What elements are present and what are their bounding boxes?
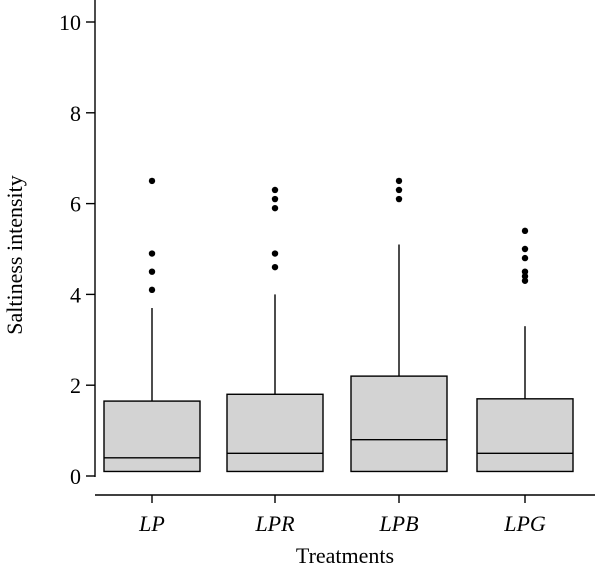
boxes [103,177,574,473]
iqr-box [350,375,448,473]
outlier-point [521,254,529,262]
y-tick-label: 2 [70,373,81,398]
outlier-point [521,227,529,235]
outlier-point [521,268,529,275]
x-tick-label: LPB [378,511,418,536]
outlier-point [521,277,529,284]
iqr-box [226,393,324,473]
x-axis: LP LPR LPB LPG [95,494,595,536]
y-axis-title: Saltiness intensity [2,175,27,335]
y-axis: 0 2 4 6 8 10 [59,0,96,489]
outlier-point [271,250,279,257]
box-lpr [226,186,324,473]
outlier-point [271,204,279,212]
outlier-point [271,263,279,271]
y-tick-label: 0 [70,464,81,489]
outlier-point [271,186,279,194]
outlier-point [148,177,156,185]
outlier-point [521,245,529,253]
y-tick-label: 4 [70,282,81,307]
iqr-box [103,400,201,473]
outlier-point [148,286,156,294]
x-tick-label: LPR [254,511,295,536]
y-tick-label: 6 [70,192,81,217]
outlier-point [271,195,279,203]
box-lpg [476,227,574,473]
x-tick-label: LP [138,511,165,536]
y-tick-label: 10 [59,10,81,35]
outlier-point [395,177,403,185]
outlier-point [395,195,403,203]
outlier-point [148,268,156,275]
box-lpb [350,177,448,473]
outlier-point [521,273,529,280]
outlier-point [395,186,403,194]
box-lp [103,177,201,473]
y-tick-label: 8 [70,101,81,126]
x-tick-label: LPG [503,511,546,536]
iqr-box [476,398,574,473]
outlier-point [148,250,156,257]
x-axis-title: Treatments [296,543,394,568]
